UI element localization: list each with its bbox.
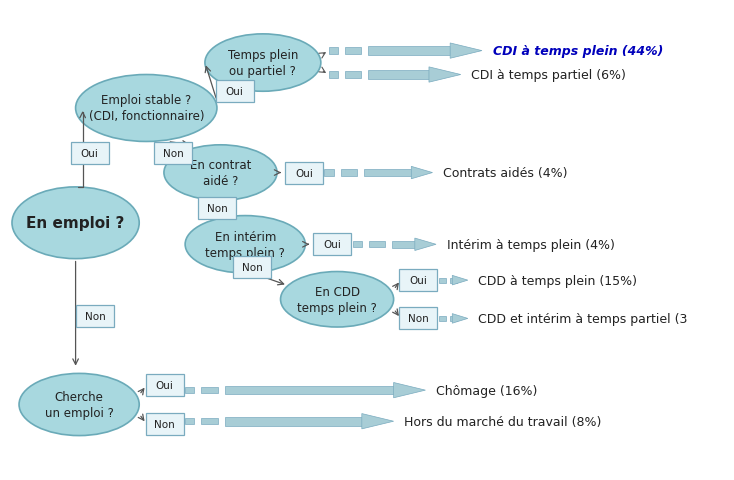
Text: Cherche
un emploi ?: Cherche un emploi ? — [45, 390, 114, 419]
Bar — [369, 241, 385, 248]
Text: Oui: Oui — [295, 168, 313, 178]
Polygon shape — [411, 167, 432, 180]
Text: Non: Non — [242, 263, 263, 273]
FancyBboxPatch shape — [399, 308, 437, 330]
Bar — [201, 387, 218, 394]
Polygon shape — [452, 276, 468, 285]
Ellipse shape — [185, 216, 305, 274]
FancyBboxPatch shape — [145, 413, 184, 435]
Text: Non: Non — [206, 204, 228, 214]
FancyBboxPatch shape — [399, 270, 437, 291]
Text: Oui: Oui — [410, 276, 427, 286]
Bar — [364, 169, 411, 177]
Ellipse shape — [164, 145, 277, 201]
Bar — [225, 386, 393, 395]
FancyBboxPatch shape — [216, 81, 254, 103]
Bar — [329, 72, 338, 78]
Text: En emploi ?: En emploi ? — [26, 216, 125, 231]
Text: Chômage (16%): Chômage (16%) — [436, 384, 537, 397]
Bar — [450, 316, 457, 321]
Text: Oui: Oui — [156, 381, 173, 391]
Polygon shape — [393, 383, 426, 398]
Text: CDD et intérim à temps partiel (3: CDD et intérim à temps partiel (3 — [479, 312, 688, 325]
Text: Contrats aidés (4%): Contrats aidés (4%) — [443, 167, 567, 180]
Bar — [352, 241, 362, 248]
Bar — [185, 387, 195, 394]
Text: Non: Non — [154, 419, 175, 429]
FancyBboxPatch shape — [198, 198, 236, 219]
Bar — [225, 417, 362, 426]
Text: En CDD
temps plein ?: En CDD temps plein ? — [297, 285, 377, 314]
Polygon shape — [450, 44, 482, 59]
Text: En contrat
aidé ?: En contrat aidé ? — [190, 159, 251, 188]
Text: Oui: Oui — [81, 149, 98, 159]
Ellipse shape — [19, 373, 139, 436]
Text: CDD à temps plein (15%): CDD à temps plein (15%) — [479, 274, 637, 287]
Text: Oui: Oui — [323, 240, 341, 250]
FancyBboxPatch shape — [145, 374, 184, 396]
Ellipse shape — [76, 75, 217, 142]
FancyBboxPatch shape — [233, 257, 272, 279]
Text: Temps plein
ou partiel ?: Temps plein ou partiel ? — [228, 49, 298, 78]
Text: Non: Non — [408, 314, 429, 324]
Bar — [439, 278, 446, 283]
Ellipse shape — [205, 35, 321, 92]
Polygon shape — [415, 239, 436, 251]
Text: Oui: Oui — [225, 87, 244, 97]
Bar — [345, 48, 361, 55]
FancyBboxPatch shape — [70, 143, 109, 165]
Bar — [345, 72, 361, 78]
Ellipse shape — [12, 188, 139, 259]
Bar — [201, 418, 218, 424]
Polygon shape — [452, 314, 468, 324]
FancyBboxPatch shape — [285, 162, 323, 184]
Text: Non: Non — [163, 149, 184, 159]
Bar — [324, 170, 333, 176]
Bar — [368, 47, 450, 56]
FancyBboxPatch shape — [313, 234, 351, 256]
FancyBboxPatch shape — [154, 143, 192, 165]
Text: Non: Non — [85, 312, 106, 321]
Text: CDI à temps plein (44%): CDI à temps plein (44%) — [493, 45, 663, 58]
Text: Hors du marché du travail (8%): Hors du marché du travail (8%) — [404, 415, 602, 428]
FancyBboxPatch shape — [76, 305, 115, 327]
Polygon shape — [362, 414, 393, 429]
Bar — [341, 170, 357, 176]
Bar — [450, 278, 457, 283]
Bar — [368, 71, 429, 80]
Bar — [185, 418, 195, 424]
Bar — [329, 48, 338, 55]
Text: En intérim
temps plein ?: En intérim temps plein ? — [206, 230, 285, 259]
Polygon shape — [429, 68, 461, 83]
Text: Intérim à temps plein (4%): Intérim à temps plein (4%) — [446, 238, 614, 251]
Bar — [393, 241, 415, 248]
Text: CDI à temps partiel (6%): CDI à temps partiel (6%) — [471, 69, 626, 82]
Text: Emploi stable ?
(CDI, fonctionnaire): Emploi stable ? (CDI, fonctionnaire) — [89, 94, 204, 123]
Ellipse shape — [280, 272, 393, 327]
Bar — [439, 316, 446, 321]
